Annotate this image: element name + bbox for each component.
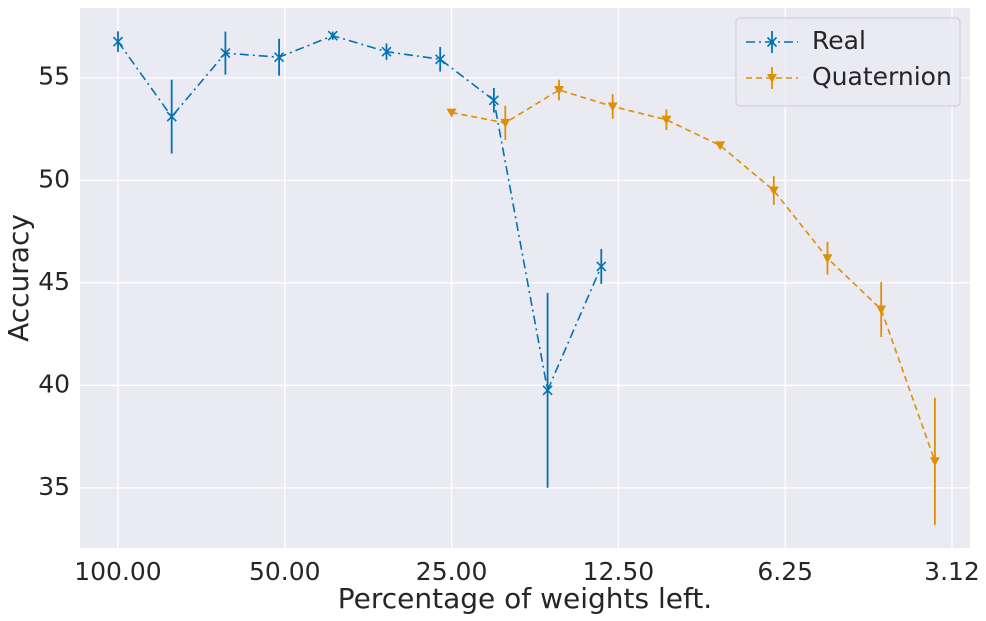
y-tick-label: 35 <box>38 472 70 501</box>
marker <box>553 86 564 96</box>
marker <box>446 108 457 118</box>
series-line <box>117 34 603 394</box>
marker <box>929 457 940 467</box>
marks <box>112 30 940 525</box>
legend-label: Quaternion <box>812 62 952 91</box>
legend-label: Real <box>812 26 866 55</box>
marker <box>327 30 338 41</box>
y-tick-label: 45 <box>38 267 70 296</box>
legend: Real Quaternion <box>735 17 961 107</box>
marker <box>488 95 499 106</box>
y-tick-label: 40 <box>38 369 70 398</box>
x-axis-label: Percentage of weights left. <box>338 582 712 615</box>
marker <box>876 305 887 315</box>
legend-marker <box>766 36 778 48</box>
x-tick-label: 6.25 <box>757 557 813 586</box>
y-tick-label: 55 <box>38 62 70 91</box>
legend-marker <box>767 74 777 83</box>
series-line <box>451 89 936 462</box>
marker <box>166 111 177 122</box>
marker <box>220 48 231 59</box>
marker <box>435 54 446 65</box>
x-tick-label: 50.00 <box>249 557 321 586</box>
x-tick-label: 3.12 <box>924 557 980 586</box>
marker <box>500 118 511 128</box>
marker <box>715 141 726 151</box>
marker <box>274 52 285 63</box>
marker <box>822 254 833 264</box>
marker <box>596 261 607 272</box>
y-tick-label: 50 <box>38 164 70 193</box>
marker <box>381 46 392 57</box>
x-tick-label: 100.00 <box>74 557 161 586</box>
marker <box>542 385 553 396</box>
marker <box>661 115 672 125</box>
x-tick-label: 25.00 <box>416 557 488 586</box>
legend-box <box>735 17 961 107</box>
x-tick-label: 12.50 <box>583 557 655 586</box>
y-axis-label: Accuracy <box>2 214 35 342</box>
marker <box>112 36 124 47</box>
marker <box>607 102 618 112</box>
marker <box>768 186 779 196</box>
